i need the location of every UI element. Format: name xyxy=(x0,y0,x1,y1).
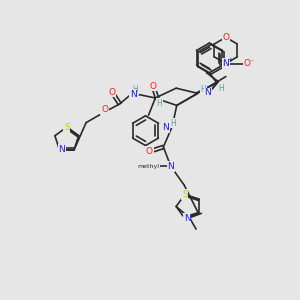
Text: O: O xyxy=(222,33,229,42)
Text: -: - xyxy=(251,58,253,64)
Text: H: H xyxy=(157,99,162,108)
Text: N: N xyxy=(58,145,65,154)
Text: N: N xyxy=(162,123,169,132)
Text: O: O xyxy=(109,88,116,97)
Text: N: N xyxy=(222,59,229,68)
Text: N: N xyxy=(184,214,190,223)
Text: N: N xyxy=(130,90,136,99)
Text: S: S xyxy=(182,190,188,199)
Text: +: + xyxy=(227,57,233,63)
Text: methyl: methyl xyxy=(137,164,160,169)
Text: H: H xyxy=(133,85,138,94)
Text: O: O xyxy=(149,82,157,91)
Text: H: H xyxy=(218,84,224,93)
Text: O: O xyxy=(101,105,108,114)
Text: H: H xyxy=(170,119,176,128)
Text: O: O xyxy=(146,147,153,156)
Text: H: H xyxy=(201,85,206,94)
Text: S: S xyxy=(64,123,70,132)
Text: N: N xyxy=(205,88,211,98)
Text: N: N xyxy=(167,162,174,171)
Text: O: O xyxy=(244,59,251,68)
